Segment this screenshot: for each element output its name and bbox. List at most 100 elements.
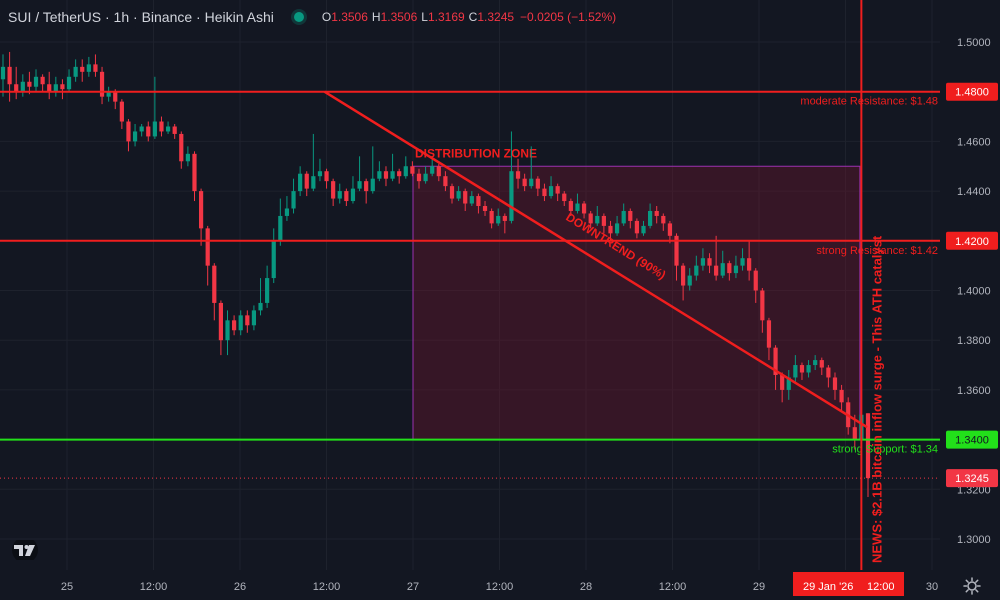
candle (172, 124, 177, 139)
candle-body (806, 365, 811, 373)
candle-body (119, 101, 124, 122)
news-label[interactable]: NEWS: $2.1B bitcoin inflow surge - This … (869, 235, 884, 563)
zone-rect (412, 165, 861, 441)
symbol-title[interactable]: SUI / TetherUS · 1h · Binance · Heikin A… (8, 9, 274, 25)
candle-body (357, 181, 362, 189)
price-tick-label: 1.5000 (957, 37, 991, 49)
candle-body (33, 76, 39, 87)
candle (806, 360, 811, 378)
candle-body (14, 84, 19, 92)
candle (581, 201, 587, 219)
candle (753, 268, 758, 303)
distribution-zone[interactable]: DISTRIBUTION ZONE (412, 146, 861, 441)
candle (740, 248, 745, 271)
candle-body (489, 210, 494, 224)
candle (93, 54, 98, 77)
candle-body (681, 265, 686, 286)
candle-body (449, 186, 455, 199)
time-axis[interactable]: 25 12:00 26 12:00 27 12:00 28 12:00 29 30 29 Jan '… (61, 572, 938, 596)
candle (7, 51, 12, 102)
candle-body (714, 265, 719, 276)
level-label[interactable]: strong Resistance: $1.42 (816, 245, 938, 257)
settings-gear-icon[interactable] (962, 576, 982, 596)
candle-body (568, 201, 573, 211)
candle-body (337, 191, 342, 199)
candle (284, 196, 290, 221)
candle-body (265, 278, 270, 303)
candle (608, 220, 613, 241)
candle (522, 173, 527, 192)
candle (350, 176, 356, 204)
candle (542, 183, 547, 202)
candle (251, 305, 257, 331)
candle-body (179, 133, 184, 162)
candle (99, 66, 105, 105)
candle-body (185, 153, 190, 162)
candle (218, 300, 224, 356)
high-value: 1.3506 (380, 10, 418, 24)
candle (548, 176, 554, 199)
candle-body (238, 315, 243, 331)
candle (502, 213, 507, 234)
price-tag: 1.4800 (946, 82, 998, 101)
candle-body (198, 191, 204, 229)
candle (198, 188, 204, 246)
candle-body (106, 91, 111, 97)
candle-body (443, 176, 448, 187)
level-label[interactable]: moderate Resistance: $1.48 (800, 96, 938, 108)
candle (463, 188, 468, 211)
candle (212, 263, 217, 321)
candle (146, 121, 151, 142)
tradingview-logo-icon[interactable] (10, 540, 40, 560)
candle (628, 208, 633, 229)
candle-body (271, 240, 276, 279)
candle-body (694, 265, 699, 276)
candle (337, 183, 342, 204)
candle-body (601, 215, 606, 226)
active-time-label: 29 Jan '26 (803, 581, 853, 593)
candle (165, 121, 171, 134)
price-axis[interactable]: 1.5000 1.4600 1.4400 1.4000 1.3800 1.3600 1.32… (946, 37, 998, 546)
price-tag-label: 1.3245 (955, 473, 989, 485)
candle-body (707, 258, 712, 266)
level-label[interactable]: strong Support: $1.34 (832, 444, 938, 456)
candle-body (436, 166, 441, 177)
candle-body (575, 203, 580, 211)
candle-body (529, 178, 534, 187)
candle (192, 151, 197, 202)
candle (390, 153, 395, 182)
candle-body (152, 121, 157, 137)
candle (588, 210, 593, 229)
candle (614, 215, 620, 236)
candle (298, 166, 303, 197)
candle (733, 255, 739, 279)
candle-body (661, 215, 666, 224)
candle-body (555, 186, 560, 194)
candle (727, 260, 732, 281)
candle-body (20, 81, 25, 92)
price-tag: 1.3245 (946, 469, 998, 488)
candle (634, 218, 639, 239)
candle-body (304, 173, 309, 189)
candle-body (496, 215, 501, 224)
open-label: O (321, 10, 332, 24)
candle-body (73, 66, 78, 77)
drawings[interactable]: moderate Resistance: $1.48 strong Resista… (0, 0, 940, 570)
price-tag-label: 1.4200 (955, 236, 989, 248)
candle-body (595, 215, 600, 224)
candle-body (654, 210, 659, 216)
candle (515, 158, 521, 189)
candle-body (232, 320, 237, 331)
candle-body (780, 374, 785, 390)
candle-body (225, 320, 230, 341)
candle (132, 124, 138, 147)
low-label: L (421, 10, 428, 24)
candle-body (0, 66, 6, 80)
candle (780, 372, 785, 403)
candle (476, 193, 481, 214)
candle-body (416, 173, 422, 182)
candle (449, 183, 455, 204)
candle (529, 146, 534, 189)
candle-body (344, 191, 349, 202)
